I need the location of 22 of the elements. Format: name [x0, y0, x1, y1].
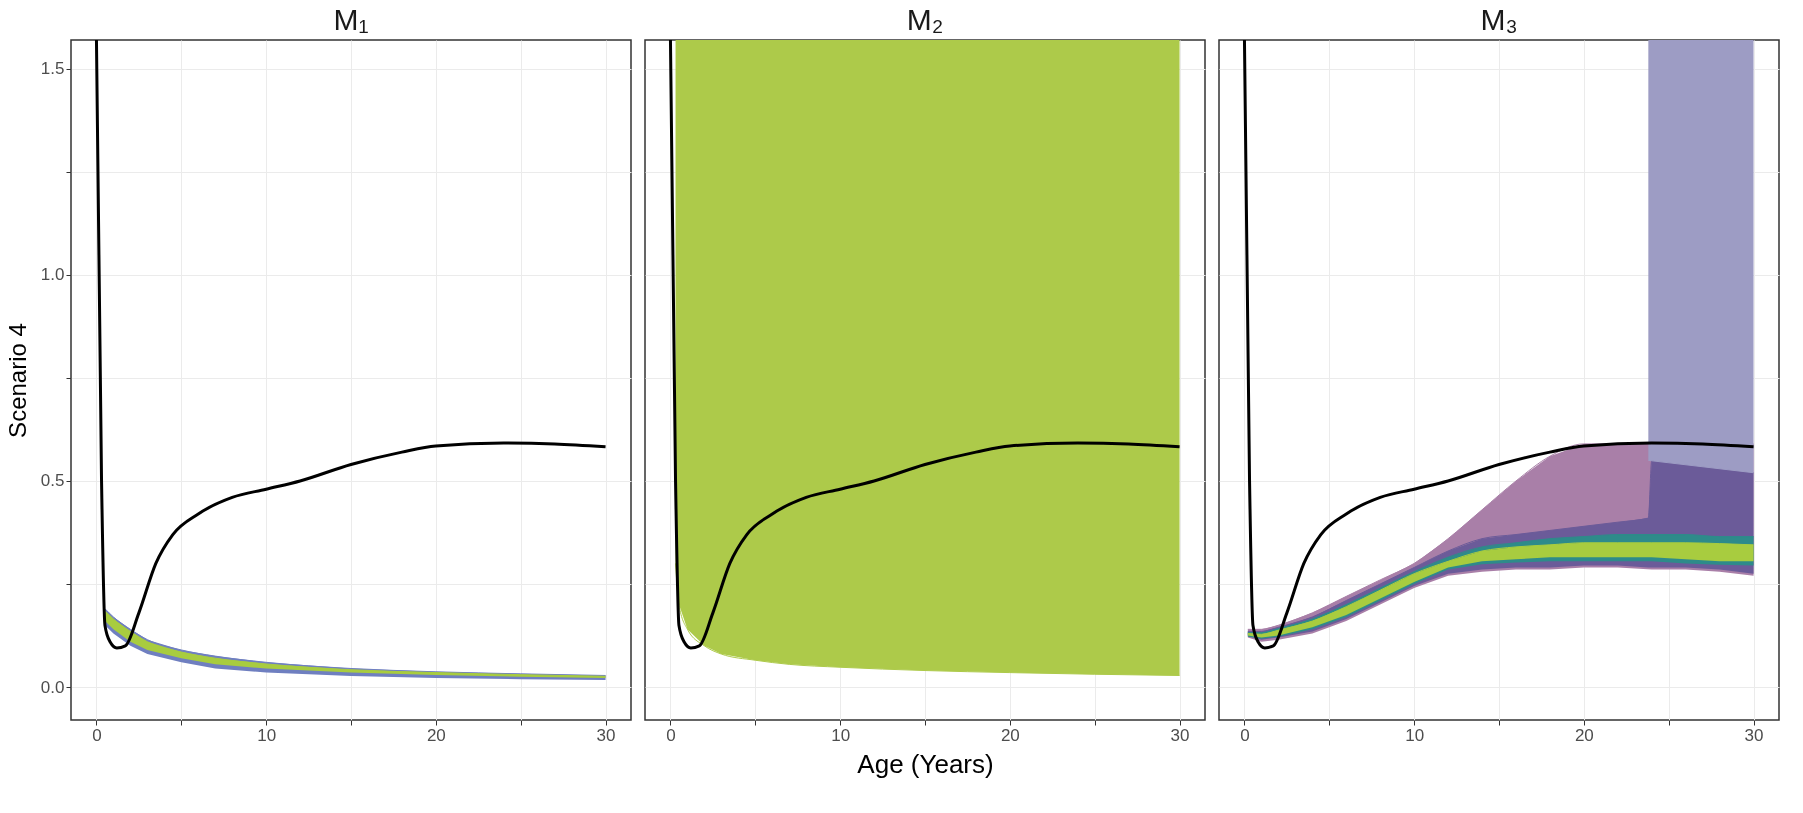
- y-tick-label: 1.0: [40, 265, 65, 285]
- x-tick-label: 10: [831, 725, 851, 745]
- y-tick-label: 1.5: [40, 59, 65, 79]
- y-axis-title: Scenario 4: [3, 323, 31, 438]
- chart-title: M₁: [333, 3, 369, 36]
- x-tick-label: 30: [1744, 725, 1764, 745]
- x-tick-label: 0: [666, 725, 676, 745]
- x-tick-label: 10: [257, 725, 277, 745]
- y-tick-label: 0.0: [40, 677, 65, 697]
- x-tick-label: 30: [596, 725, 616, 745]
- x-tick-label: 20: [1000, 725, 1020, 745]
- chart-title: M₃: [1480, 3, 1518, 36]
- x-tick-label: 0: [92, 725, 102, 745]
- x-tick-label: 10: [1405, 725, 1425, 745]
- line-series: [94, 40, 608, 650]
- y-tick-label: 0.5: [40, 471, 65, 491]
- x-tick-label: 20: [426, 725, 446, 745]
- chart-title: M₂: [906, 3, 944, 36]
- x-tick-label: 30: [1170, 725, 1190, 745]
- x-tick-label: 20: [1574, 725, 1594, 745]
- x-axis-title: Age (Years): [857, 748, 994, 779]
- x-tick-label: 0: [1240, 725, 1250, 745]
